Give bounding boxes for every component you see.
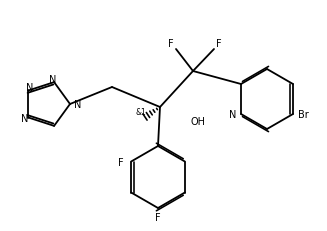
Text: F: F — [168, 39, 174, 49]
Text: F: F — [155, 212, 161, 222]
Text: N: N — [21, 113, 28, 123]
Text: OH: OH — [190, 116, 205, 126]
Text: &1: &1 — [135, 108, 146, 117]
Text: Br: Br — [298, 109, 309, 119]
Text: N: N — [74, 100, 81, 109]
Text: N: N — [26, 83, 33, 93]
Text: N: N — [229, 109, 236, 119]
Text: N: N — [49, 75, 57, 85]
Text: F: F — [216, 39, 222, 49]
Text: F: F — [117, 157, 123, 167]
